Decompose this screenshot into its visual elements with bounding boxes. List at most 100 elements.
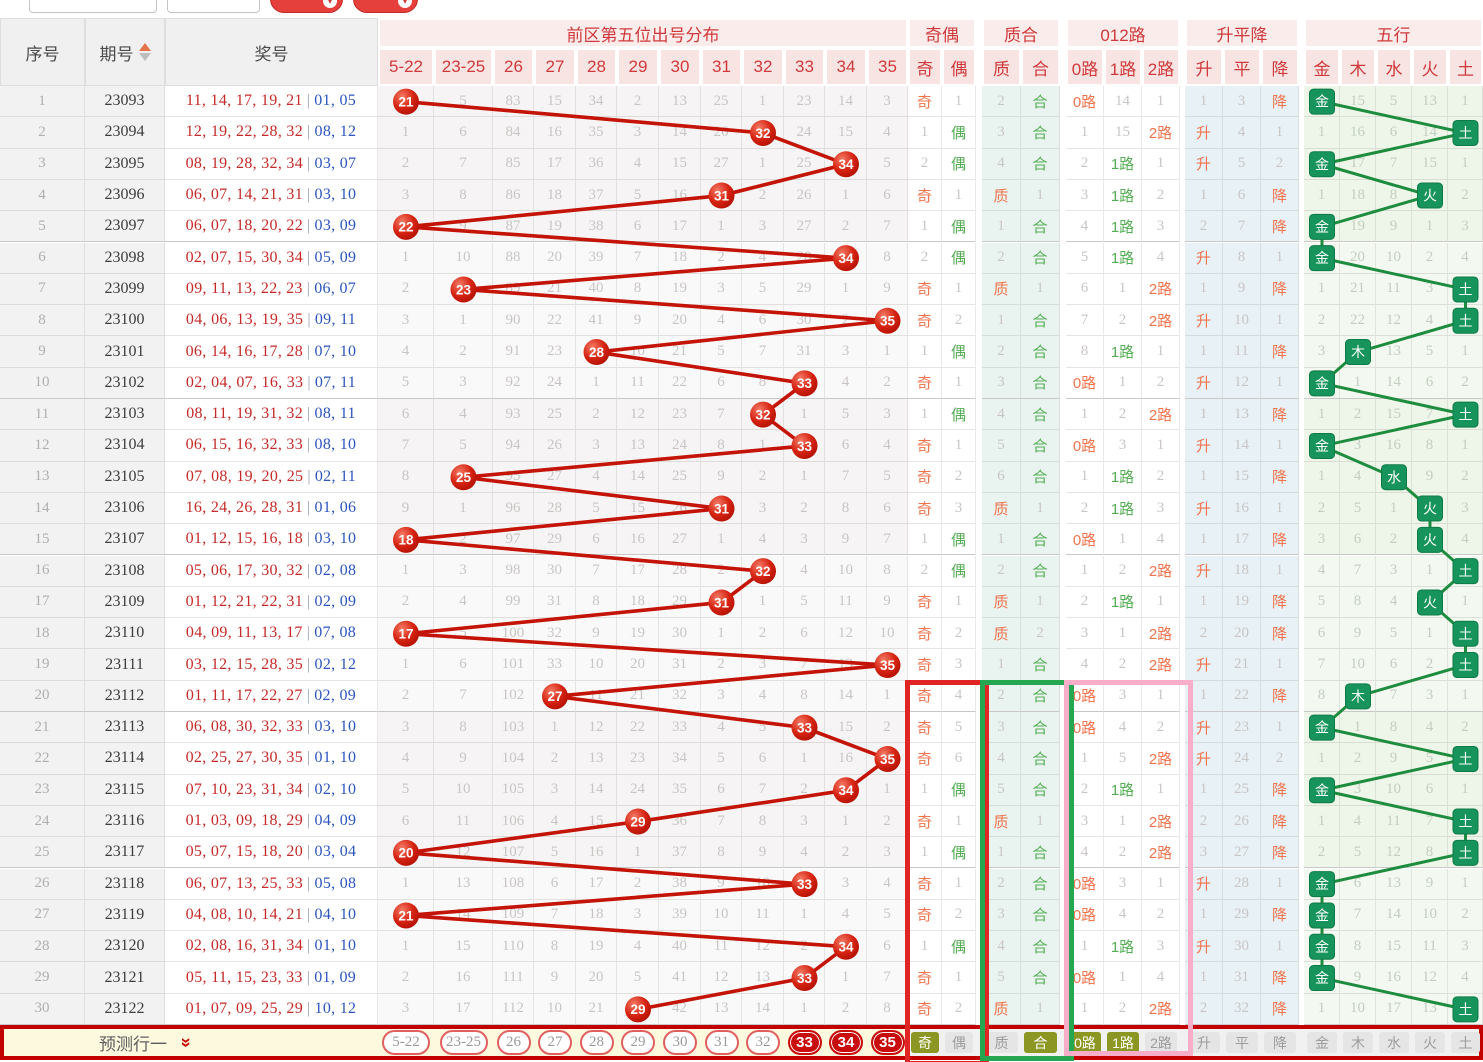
sub-header-平: 平	[1223, 48, 1261, 86]
footer-group-pill-质[interactable]: 质	[985, 1032, 1018, 1053]
group-cell: 1	[908, 117, 942, 149]
dist-cell: 91	[493, 336, 534, 368]
dist-cell: 27	[784, 211, 825, 243]
dist-cell: 9	[576, 618, 617, 650]
group-cell: 3	[1104, 430, 1142, 462]
group-cell: 9	[1412, 868, 1448, 900]
footer-group-pill-合[interactable]: 合	[1024, 1032, 1057, 1053]
dist-cell: 2	[378, 586, 434, 619]
group-cell: 质	[982, 586, 1021, 619]
group-cell: 14	[1412, 117, 1448, 149]
sort-down-icon[interactable]	[138, 53, 151, 61]
back-zone-numbers: 03, 07	[314, 154, 357, 172]
group-cell: 偶	[942, 117, 976, 149]
dist-cell: 9	[825, 524, 867, 556]
toolbar-input-2[interactable]	[167, 0, 260, 13]
footer-dist-pill-26[interactable]: 26	[496, 1030, 531, 1055]
footer-group-pill-火[interactable]: 火	[1415, 1032, 1445, 1053]
group-cell: 15	[1412, 148, 1448, 180]
row-period: 23099	[85, 273, 165, 306]
footer-group-pill-偶[interactable]: 偶	[945, 1032, 973, 1053]
dist-cell	[784, 962, 825, 994]
toolbar-button-1[interactable]: ▾	[270, 0, 343, 13]
footer-dist-pill-30[interactable]: 30	[663, 1030, 697, 1055]
row-prize-numbers: 01, 03, 09, 18, 29 | 04, 09	[165, 805, 378, 838]
footer-group-pill-1路[interactable]: 1路	[1107, 1032, 1139, 1053]
footer-dist-pill-34[interactable]: 34	[829, 1030, 863, 1055]
dist-cell: 13	[659, 86, 701, 118]
group-cell: 2	[1104, 555, 1142, 587]
group-cell: 1	[1261, 868, 1299, 900]
footer-group-pill-水[interactable]: 水	[1379, 1032, 1409, 1053]
dist-cell: 3	[701, 273, 742, 306]
footer-dist-pill-32[interactable]: 32	[746, 1030, 780, 1055]
double-chevron-down-icon[interactable]: »	[176, 1037, 197, 1048]
group-cell: 偶	[942, 931, 976, 963]
dist-col-header-29: 29	[617, 48, 659, 86]
dist-cell: 27	[659, 524, 701, 556]
footer-dist-pill-35[interactable]: 35	[870, 1030, 905, 1055]
col-header-period[interactable]: 期号	[85, 18, 165, 86]
dist-cell: 25	[784, 148, 825, 180]
group-cell: 2	[1104, 837, 1142, 869]
group-cell: 4	[1412, 712, 1448, 744]
footer-dist-pill-28[interactable]: 28	[579, 1030, 614, 1055]
sort-arrows-icon[interactable]	[138, 43, 151, 61]
footer-dist-pill-27[interactable]: 27	[538, 1030, 572, 1055]
sort-up-icon[interactable]	[138, 43, 151, 51]
footer-group-pill-木[interactable]: 木	[1343, 1032, 1373, 1053]
dist-cell: 15	[825, 117, 867, 149]
group-cell: 4	[942, 680, 976, 712]
footer-group-pill-降[interactable]: 降	[1264, 1032, 1296, 1053]
dist-cell: 5	[867, 461, 908, 493]
dist-cell: 11	[701, 931, 742, 963]
group-cell: 合	[1021, 86, 1060, 118]
row-seq: 14	[0, 492, 85, 525]
footer-group-pill-金[interactable]: 金	[1307, 1032, 1337, 1053]
dist-col-header-23-25: 23-25	[434, 48, 493, 86]
back-zone-numbers: 02, 10	[314, 780, 357, 798]
group-cell: 合	[1021, 367, 1060, 399]
dist-cell: 3	[576, 430, 617, 462]
group-cell: 1	[1066, 461, 1104, 493]
group-cell: 32	[1223, 993, 1261, 1025]
footer-group-pill-升[interactable]: 升	[1188, 1032, 1220, 1053]
footer-dist-pill-33[interactable]: 33	[787, 1030, 822, 1055]
dist-cell: 5	[867, 899, 908, 932]
row-prize-numbers: 02, 07, 15, 30, 34 | 05, 09	[165, 242, 378, 274]
dist-cell: 17	[659, 211, 701, 243]
group-cell: 5	[982, 430, 1021, 462]
dist-cell: 3	[701, 680, 742, 712]
group-cell	[1448, 649, 1483, 681]
footer-group-pill-2路[interactable]: 2路	[1145, 1032, 1177, 1053]
footer-dist-pill-29[interactable]: 29	[621, 1030, 655, 1055]
group-cell: 6	[1412, 367, 1448, 399]
dist-cell: 10	[617, 336, 659, 368]
group-cell: 升	[1185, 868, 1223, 900]
dist-cell: 8	[534, 931, 576, 963]
group-cell: 15	[1340, 86, 1376, 118]
dist-cell: 35	[576, 117, 617, 149]
dist-cell: 97	[493, 524, 534, 556]
footer-dist-pill-23-25[interactable]: 23-25	[439, 1030, 488, 1055]
footer-dist-pill-31[interactable]: 31	[704, 1030, 739, 1055]
dist-cell: 5	[378, 367, 434, 399]
footer-group-pill-平[interactable]: 平	[1226, 1032, 1258, 1053]
row-period: 23114	[85, 743, 165, 775]
dist-cell: 5	[617, 179, 659, 212]
group-cell: 8	[1376, 712, 1412, 744]
footer-group-pill-0路[interactable]: 0路	[1069, 1032, 1101, 1053]
back-zone-numbers: 02, 08	[314, 561, 357, 579]
dist-cell: 8	[825, 492, 867, 525]
footer-dist-pill-5-22[interactable]: 5-22	[382, 1030, 430, 1055]
group-cell: 7	[1340, 899, 1376, 932]
footer-group-pill-奇[interactable]: 奇	[911, 1032, 939, 1053]
group-header-五行: 五行	[1304, 18, 1483, 48]
footer-group-pill-土[interactable]: 土	[1451, 1032, 1480, 1053]
front-zone-numbers: 09, 11, 13, 22, 23	[185, 279, 303, 297]
group-cell: 1	[1448, 86, 1483, 118]
row-prize-numbers: 08, 11, 19, 31, 32 | 08, 11	[165, 399, 378, 431]
row-seq: 25	[0, 837, 85, 869]
toolbar-button-2[interactable]: ▾	[353, 0, 418, 13]
toolbar-input-1[interactable]	[29, 0, 157, 13]
